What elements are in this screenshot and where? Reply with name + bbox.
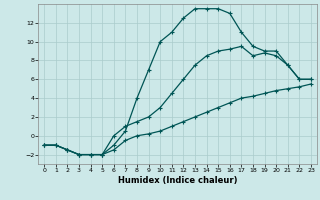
X-axis label: Humidex (Indice chaleur): Humidex (Indice chaleur) [118, 176, 237, 185]
